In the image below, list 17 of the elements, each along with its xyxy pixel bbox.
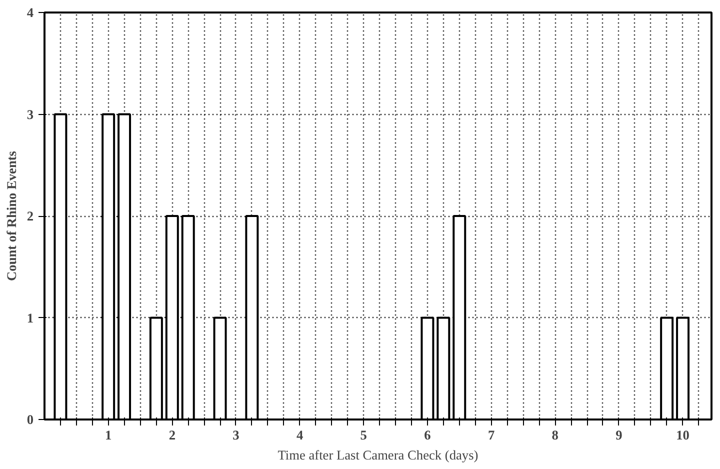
- x-axis-title: Time after Last Camera Check (days): [278, 448, 478, 462]
- x-tick-label: 2: [168, 428, 176, 442]
- x-tick-label: 6: [424, 428, 432, 442]
- x-tick-label: 9: [616, 428, 623, 442]
- y-tick-label: 0: [26, 412, 34, 427]
- x-tick-label: 7: [488, 428, 495, 442]
- x-tick-label: 5: [360, 428, 368, 442]
- x-tick-label: 1: [104, 428, 112, 442]
- y-tick-label: 3: [26, 106, 34, 122]
- y-tick-label: 2: [26, 208, 34, 224]
- x-tick-label: 4: [296, 428, 304, 442]
- y-axis-title: Count of Rhino Events: [4, 151, 19, 281]
- x-tick-label: 3: [232, 428, 240, 442]
- y-tick-label: 1: [26, 310, 34, 326]
- x-tick-label: 8: [552, 428, 559, 442]
- x-tick-label: 10: [676, 428, 690, 442]
- y-tick-label: 4: [26, 5, 34, 20]
